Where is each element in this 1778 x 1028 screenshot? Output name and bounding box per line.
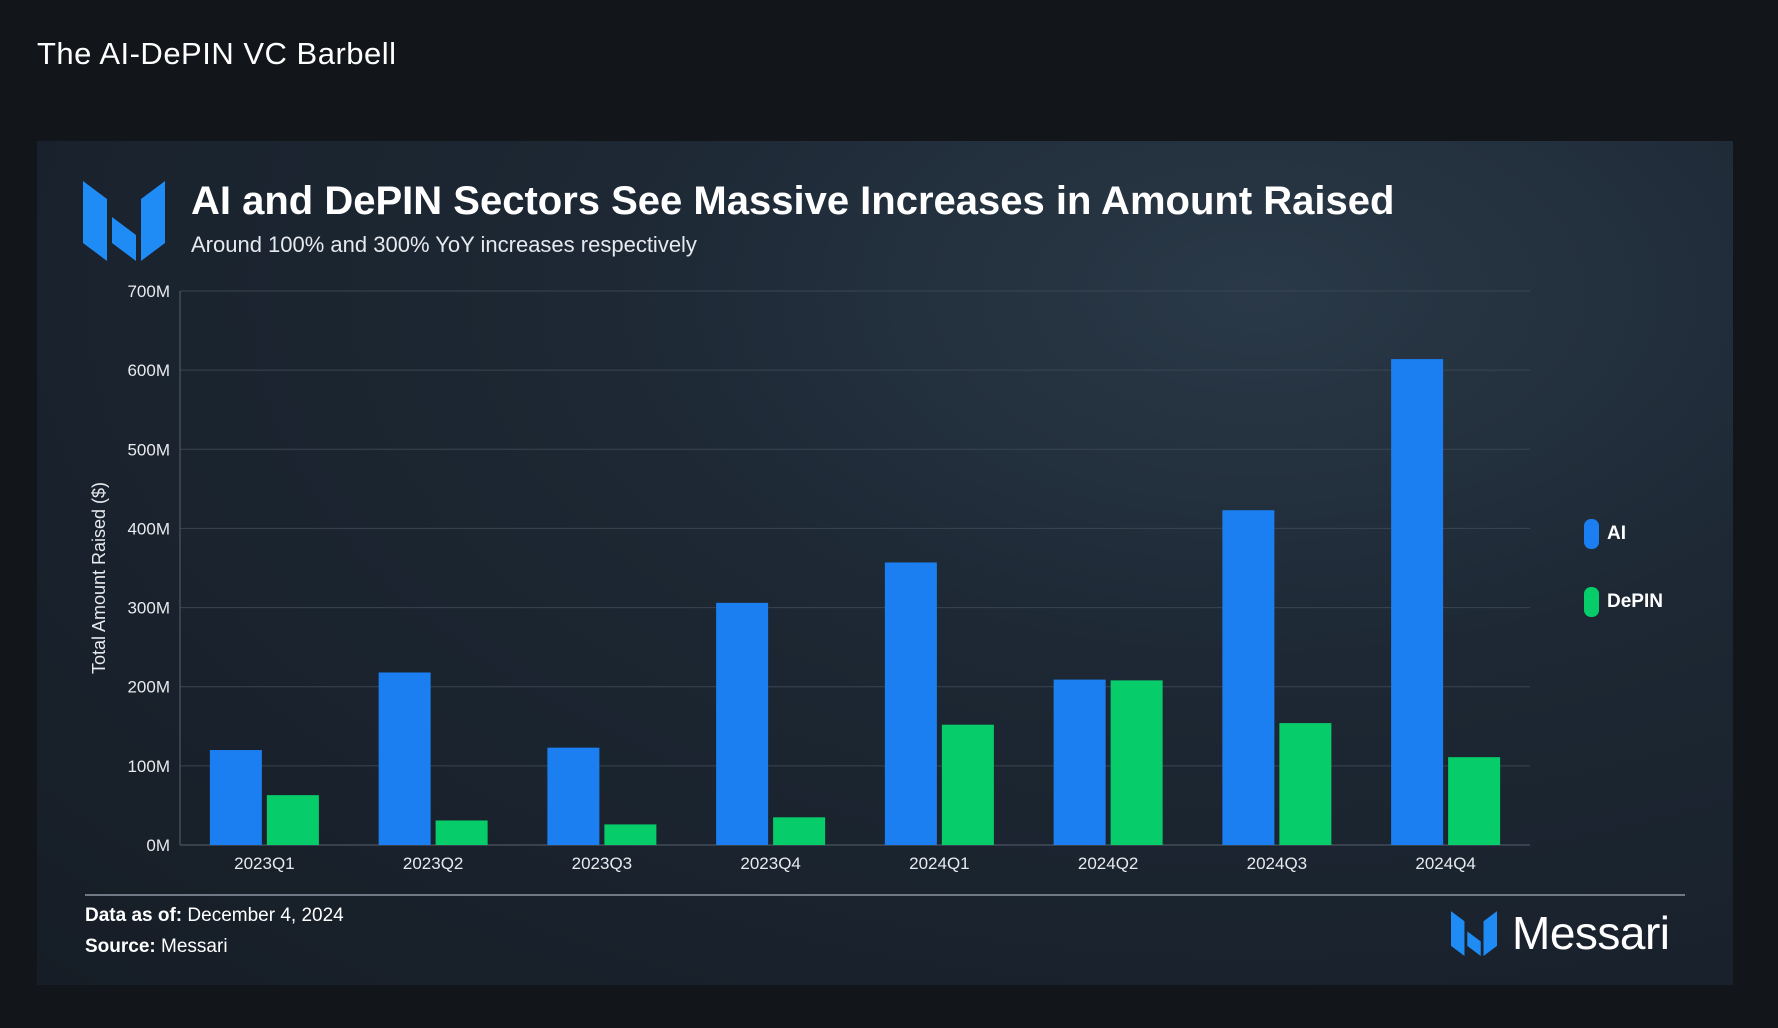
data-as-of-label: Data as of: [85, 905, 183, 926]
brand-logo: Messari [1450, 906, 1670, 960]
x-tick-label: 2023Q1 [234, 854, 295, 873]
bar-ai [378, 672, 431, 845]
bar-ai [884, 562, 937, 845]
messari-logo-icon [1451, 911, 1497, 956]
x-tick-label: 2023Q2 [403, 854, 464, 873]
bar-ai [547, 747, 600, 845]
x-tick-label: 2024Q2 [1078, 854, 1139, 873]
bar-depin [604, 824, 657, 845]
y-tick-label: 600M [127, 361, 170, 380]
y-tick-label: 400M [127, 519, 170, 538]
bar-depin [1110, 680, 1163, 845]
bar-ai [1391, 359, 1444, 845]
data-as-of: Data as of: December 4, 2024 [85, 905, 344, 927]
bar-depin [266, 795, 319, 845]
page-title: The AI-DePIN VC Barbell [37, 36, 397, 71]
chart-title: AI and DePIN Sectors See Massive Increas… [191, 179, 1395, 223]
y-tick-label: 0M [146, 836, 170, 855]
legend-item-ai: AI [1584, 519, 1663, 549]
y-tick-label: 100M [127, 757, 170, 776]
bar-depin [1448, 757, 1501, 845]
footer-divider [85, 894, 1685, 896]
y-tick-label: 200M [127, 678, 170, 697]
legend-label-depin: DePIN [1607, 591, 1663, 612]
y-tick-label: 500M [127, 440, 170, 459]
brand-name: Messari [1512, 907, 1670, 959]
bar-ai [209, 750, 262, 845]
chart-card: AI and DePIN Sectors See Massive Increas… [37, 141, 1733, 985]
chart-legend: AI DePIN [1584, 519, 1663, 655]
x-tick-label: 2024Q1 [909, 854, 970, 873]
source: Source: Messari [85, 936, 228, 958]
legend-item-depin: DePIN [1584, 587, 1663, 617]
source-value: Messari [161, 936, 228, 957]
x-tick-label: 2024Q4 [1415, 854, 1476, 873]
bar-depin [435, 820, 488, 845]
x-tick-label: 2024Q3 [1247, 854, 1308, 873]
x-tick-label: 2023Q4 [740, 854, 801, 873]
y-axis-title: Total Amount Raised ($) [89, 482, 109, 674]
legend-swatch-ai [1584, 519, 1599, 549]
data-as-of-value: December 4, 2024 [187, 905, 344, 926]
bar-depin [941, 724, 994, 845]
bar-ai [1053, 679, 1106, 845]
x-tick-label: 2023Q3 [572, 854, 633, 873]
bar-ai [716, 602, 769, 845]
bar-depin [1279, 723, 1332, 845]
y-tick-label: 700M [127, 282, 170, 301]
legend-swatch-depin [1584, 587, 1599, 617]
legend-label-ai: AI [1607, 523, 1626, 544]
bar-depin [773, 817, 826, 845]
bar-ai [1222, 510, 1275, 845]
bar-chart: 0M 100M 200M 300M 400M 500M 600M 700M Total Amou… [89, 282, 1530, 873]
y-tick-label: 300M [127, 599, 170, 618]
chart-subtitle: Around 100% and 300% YoY increases respe… [191, 232, 697, 257]
source-label: Source: [85, 936, 156, 957]
messari-logo-icon [83, 181, 165, 261]
